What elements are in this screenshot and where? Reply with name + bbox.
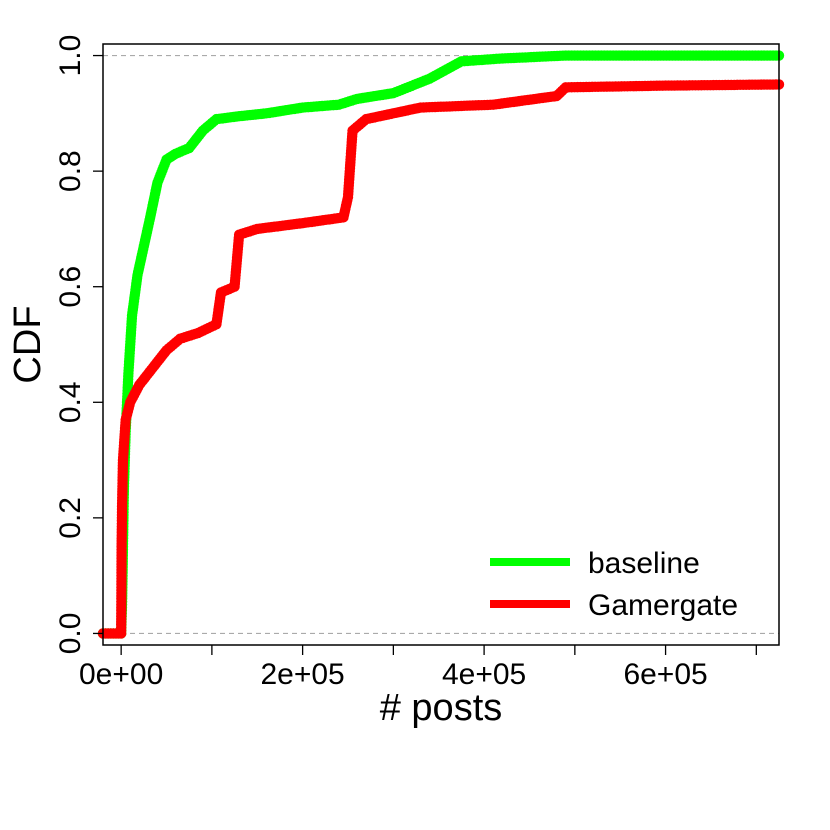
legend-entry-baseline: baseline [490, 547, 700, 580]
x-axis: 0e+00 2e+05 4e+05 6e+05 [79, 645, 757, 691]
legend-entry-gamergate: Gamergate [490, 589, 738, 622]
y-tick-label: 1.0 [54, 35, 87, 77]
x-tick-label: 2e+05 [260, 658, 344, 691]
legend-label: Gamergate [588, 589, 738, 622]
x-tick-label: 4e+05 [442, 658, 526, 691]
legend-label: baseline [588, 547, 700, 580]
series-layer [97, 50, 785, 639]
reference-lines [103, 54, 779, 635]
y-tick-label: 0.8 [54, 150, 87, 192]
y-tick-label: 0.2 [54, 497, 87, 539]
series-gamergate [97, 79, 785, 639]
y-axis: 0.0 0.2 0.4 0.6 0.8 1.0 [54, 35, 103, 655]
y-tick-label: 0.6 [54, 266, 87, 308]
y-tick-label: 0.0 [54, 613, 87, 655]
plot-frame [102, 43, 780, 646]
x-tick-label: 0e+00 [79, 658, 163, 691]
legend: baseline Gamergate [490, 547, 738, 622]
y-tick-label: 0.4 [54, 381, 87, 423]
x-tick-label: 6e+05 [623, 658, 707, 691]
y-axis-label: CDF [7, 305, 49, 383]
x-axis-label: # posts [380, 687, 503, 729]
